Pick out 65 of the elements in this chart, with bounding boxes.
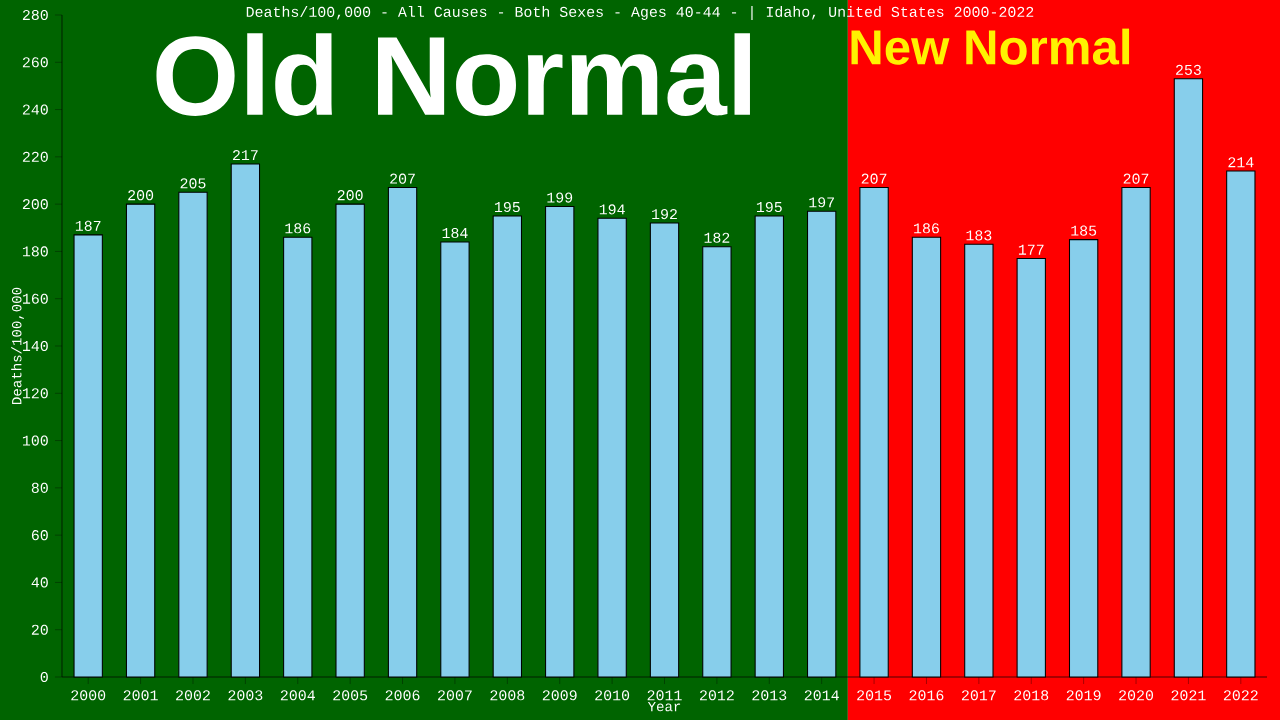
x-tick-label: 2011 [647,690,682,701]
x-tick-label: 2006 [385,690,420,701]
band-label: Old Normal [156,33,750,116]
x-tick-label: 2007 [438,690,472,701]
data-label: 194 [599,204,625,215]
y-tick-label: 240 [22,104,48,115]
x-tick-label: 2000 [71,690,106,701]
y-tick-label: 220 [22,151,48,162]
data-label: 192 [652,209,677,220]
x-tick-label: 2003 [228,690,263,701]
x-axis-title: Year [647,701,681,712]
data-label: 195 [756,201,782,213]
x-tick-label: 2012 [700,690,734,701]
y-tick-label: 280 [22,9,48,21]
x-tick-label: 2018 [1014,690,1049,701]
x-tick-label: 2009 [542,690,577,701]
x-tick-label: 2017 [961,690,996,701]
y-tick-label: 180 [22,246,48,257]
x-tick-label: 2016 [909,690,944,701]
x-tick-label: 2013 [752,690,787,701]
x-tick-label: 2022 [1223,690,1258,701]
x-tick-label: 2008 [490,690,525,701]
y-tick-label: 160 [22,293,48,304]
data-label: 187 [75,220,101,231]
data-label: 197 [809,197,834,208]
data-label: 183 [966,230,992,241]
y-tick-label: 260 [22,57,48,68]
y-tick-label: 120 [22,388,48,399]
data-label: 207 [1123,173,1149,184]
y-tick-label: 0 [40,671,48,683]
x-tick-label: 2005 [333,690,368,701]
data-label: 214 [1228,157,1254,168]
y-tick-label: 200 [22,199,48,210]
x-tick-label: 2004 [280,690,315,701]
y-tick-label: 100 [22,435,48,446]
band-label: New Normal [851,28,1130,65]
y-tick-label: 80 [31,482,48,493]
x-tick-label: 2001 [123,690,158,701]
data-label: 177 [1018,244,1044,255]
x-tick-label: 2014 [804,690,839,701]
data-label: 200 [128,190,154,201]
data-label: 205 [180,178,206,189]
x-tick-label: 2020 [1119,690,1154,701]
data-label: 217 [232,150,258,161]
data-label: 185 [1071,225,1097,236]
y-tick-label: 140 [22,340,48,352]
data-label: 195 [494,201,520,213]
data-label: 207 [861,173,887,184]
y-axis-title: Deaths/100,000 [11,287,24,404]
data-label: 207 [390,173,415,184]
x-tick-label: 2002 [176,690,210,701]
data-label: 253 [1176,64,1201,75]
y-tick-label: 20 [31,624,48,635]
data-label: 199 [547,192,573,203]
y-tick-label: 60 [31,530,48,541]
data-label: 186 [285,223,311,234]
x-tick-label: 2019 [1066,690,1101,701]
data-label: 186 [914,223,939,234]
x-tick-label: 2021 [1171,690,1206,701]
y-tick-label: 40 [31,577,48,588]
data-label: 200 [337,190,363,201]
data-label: 182 [704,232,730,243]
x-tick-label: 2010 [595,690,630,701]
data-label: 184 [442,227,468,239]
x-tick-label: 2015 [857,690,892,701]
